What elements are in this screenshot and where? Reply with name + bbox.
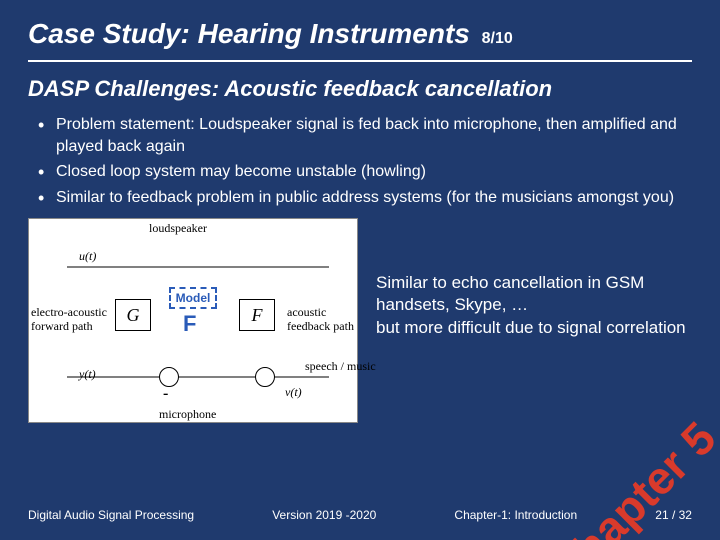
title-rule [28, 60, 692, 62]
content-row: loudspeakeru(t)electro-acousticforward p… [28, 218, 692, 423]
side-text-1: Similar to echo cancellation in GSM hand… [376, 272, 692, 316]
diagram-minus: - [163, 385, 168, 403]
bullet-item: Similar to feedback problem in public ad… [34, 187, 692, 209]
subtitle: DASP Challenges: Acoustic feedback cance… [28, 76, 692, 102]
bullet-list: Problem statement: Loudspeaker signal is… [34, 114, 692, 208]
footer-center: Version 2019 -2020 [272, 508, 376, 522]
diagram-label: microphone [159, 407, 216, 422]
title-part: 8/10 [482, 30, 513, 47]
footer-page: 21 / 32 [655, 508, 692, 522]
bullet-item: Closed loop system may become unstable (… [34, 161, 692, 183]
slide: Case Study: Hearing Instruments 8/10 DAS… [0, 0, 720, 540]
bullet-item: Problem statement: Loudspeaker signal is… [34, 114, 692, 157]
slide-title: Case Study: Hearing Instruments 8/10 [28, 18, 692, 50]
footer-chapter: Chapter-1: Introduction [454, 508, 577, 522]
diagram-label: v(t) [285, 385, 302, 400]
diagram-line [29, 219, 359, 424]
title-text: Case Study: Hearing Instruments [28, 18, 470, 49]
side-text-2: but more difficult due to signal correla… [376, 317, 692, 339]
side-column: Similar to echo cancellation in GSM hand… [376, 218, 692, 338]
block-diagram: loudspeakeru(t)electro-acousticforward p… [28, 218, 358, 423]
diagram-label: speech / music [305, 359, 376, 374]
footer-left: Digital Audio Signal Processing [28, 508, 194, 522]
footer: Digital Audio Signal Processing Version … [28, 508, 692, 522]
